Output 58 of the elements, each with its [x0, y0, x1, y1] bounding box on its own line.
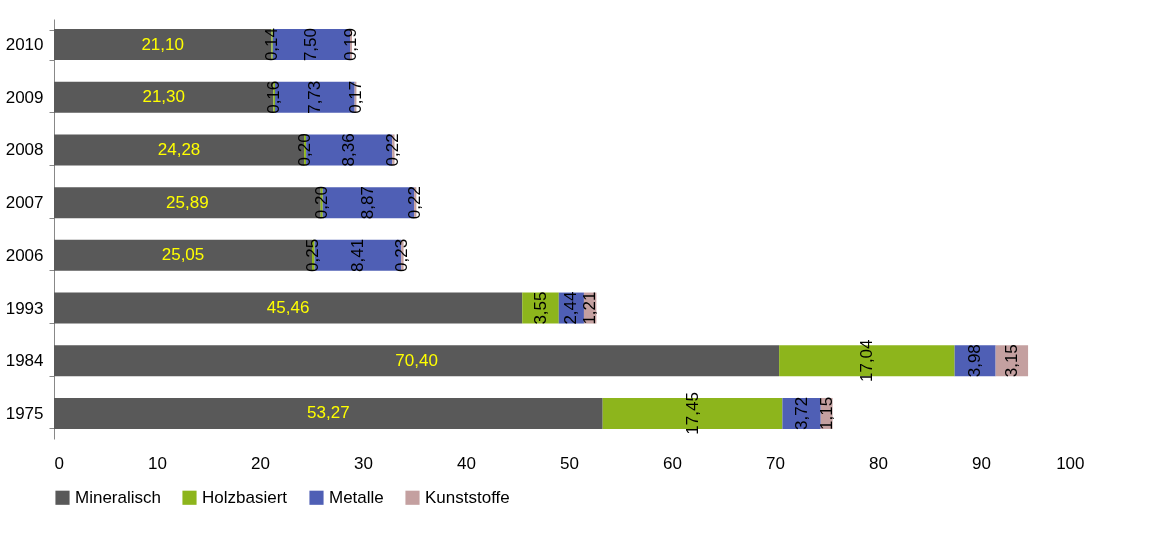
- data-label: 3,72: [791, 396, 811, 430]
- data-label: 8,87: [358, 186, 378, 220]
- data-label: 0,20: [311, 186, 331, 220]
- y-tick-label: 2007: [5, 193, 44, 213]
- x-tick-label: 70: [766, 453, 785, 473]
- y-tick-label: 1975: [5, 403, 44, 423]
- x-tick-label: 40: [457, 453, 476, 473]
- x-tick-label: 10: [148, 453, 167, 473]
- data-label: 3,55: [530, 291, 550, 325]
- data-label: 0,14: [262, 28, 282, 62]
- bar: [54, 292, 523, 324]
- data-label: 24,28: [157, 139, 201, 159]
- y-tick-label: 2006: [5, 245, 44, 265]
- legend-label: Holzbasiert: [202, 487, 288, 507]
- y-tick-label: 2008: [5, 140, 44, 160]
- y-tick-label: 2010: [5, 35, 44, 55]
- data-label: 0,20: [295, 133, 315, 167]
- data-label: 8,36: [339, 133, 359, 167]
- x-tick-label: 50: [560, 453, 579, 473]
- x-tick-label: 100: [1056, 453, 1085, 473]
- data-label: 25,89: [166, 192, 209, 212]
- data-label: 3,98: [965, 344, 985, 378]
- x-tick-label: 30: [354, 453, 373, 473]
- data-label: 21,30: [142, 87, 185, 107]
- data-label: 25,05: [161, 245, 205, 265]
- data-label: 53,27: [307, 403, 350, 423]
- bar: [54, 397, 603, 429]
- data-label: 8,41: [347, 238, 367, 272]
- data-label: 3,15: [1001, 344, 1021, 378]
- data-label: 17,04: [856, 339, 876, 383]
- y-tick-label: 2009: [5, 87, 44, 107]
- data-label: 0,16: [264, 80, 284, 114]
- x-tick-label: 0: [54, 453, 64, 473]
- data-label: 21,10: [141, 34, 184, 54]
- data-label: 0,17: [345, 80, 365, 114]
- y-tick-label: 1993: [5, 298, 44, 318]
- data-label: 45,46: [266, 298, 310, 318]
- data-label: 1,15: [816, 396, 836, 430]
- data-label: 7,73: [304, 80, 324, 114]
- x-tick-label: 80: [869, 453, 888, 473]
- legend-label: Mineralisch: [75, 487, 161, 507]
- bar: [54, 345, 780, 377]
- data-label: 0,22: [383, 133, 403, 167]
- data-label: 7,50: [301, 28, 321, 62]
- data-label: 0,23: [392, 238, 412, 272]
- x-tick-label: 60: [663, 453, 682, 473]
- data-label: 2,44: [561, 291, 581, 325]
- data-label: 0,22: [405, 186, 425, 220]
- data-label: 0,25: [303, 238, 323, 272]
- data-label: 0,19: [341, 28, 360, 62]
- x-tick-label: 90: [972, 453, 991, 473]
- y-tick-label: 1984: [5, 351, 44, 371]
- legend-label: Kunststoffe: [425, 487, 510, 507]
- data-label: 1,21: [580, 291, 600, 325]
- data-label: 70,40: [395, 350, 438, 370]
- legend-label: Metalle: [329, 487, 384, 507]
- data-label: 17,45: [682, 392, 702, 435]
- x-tick-label: 20: [251, 453, 270, 473]
